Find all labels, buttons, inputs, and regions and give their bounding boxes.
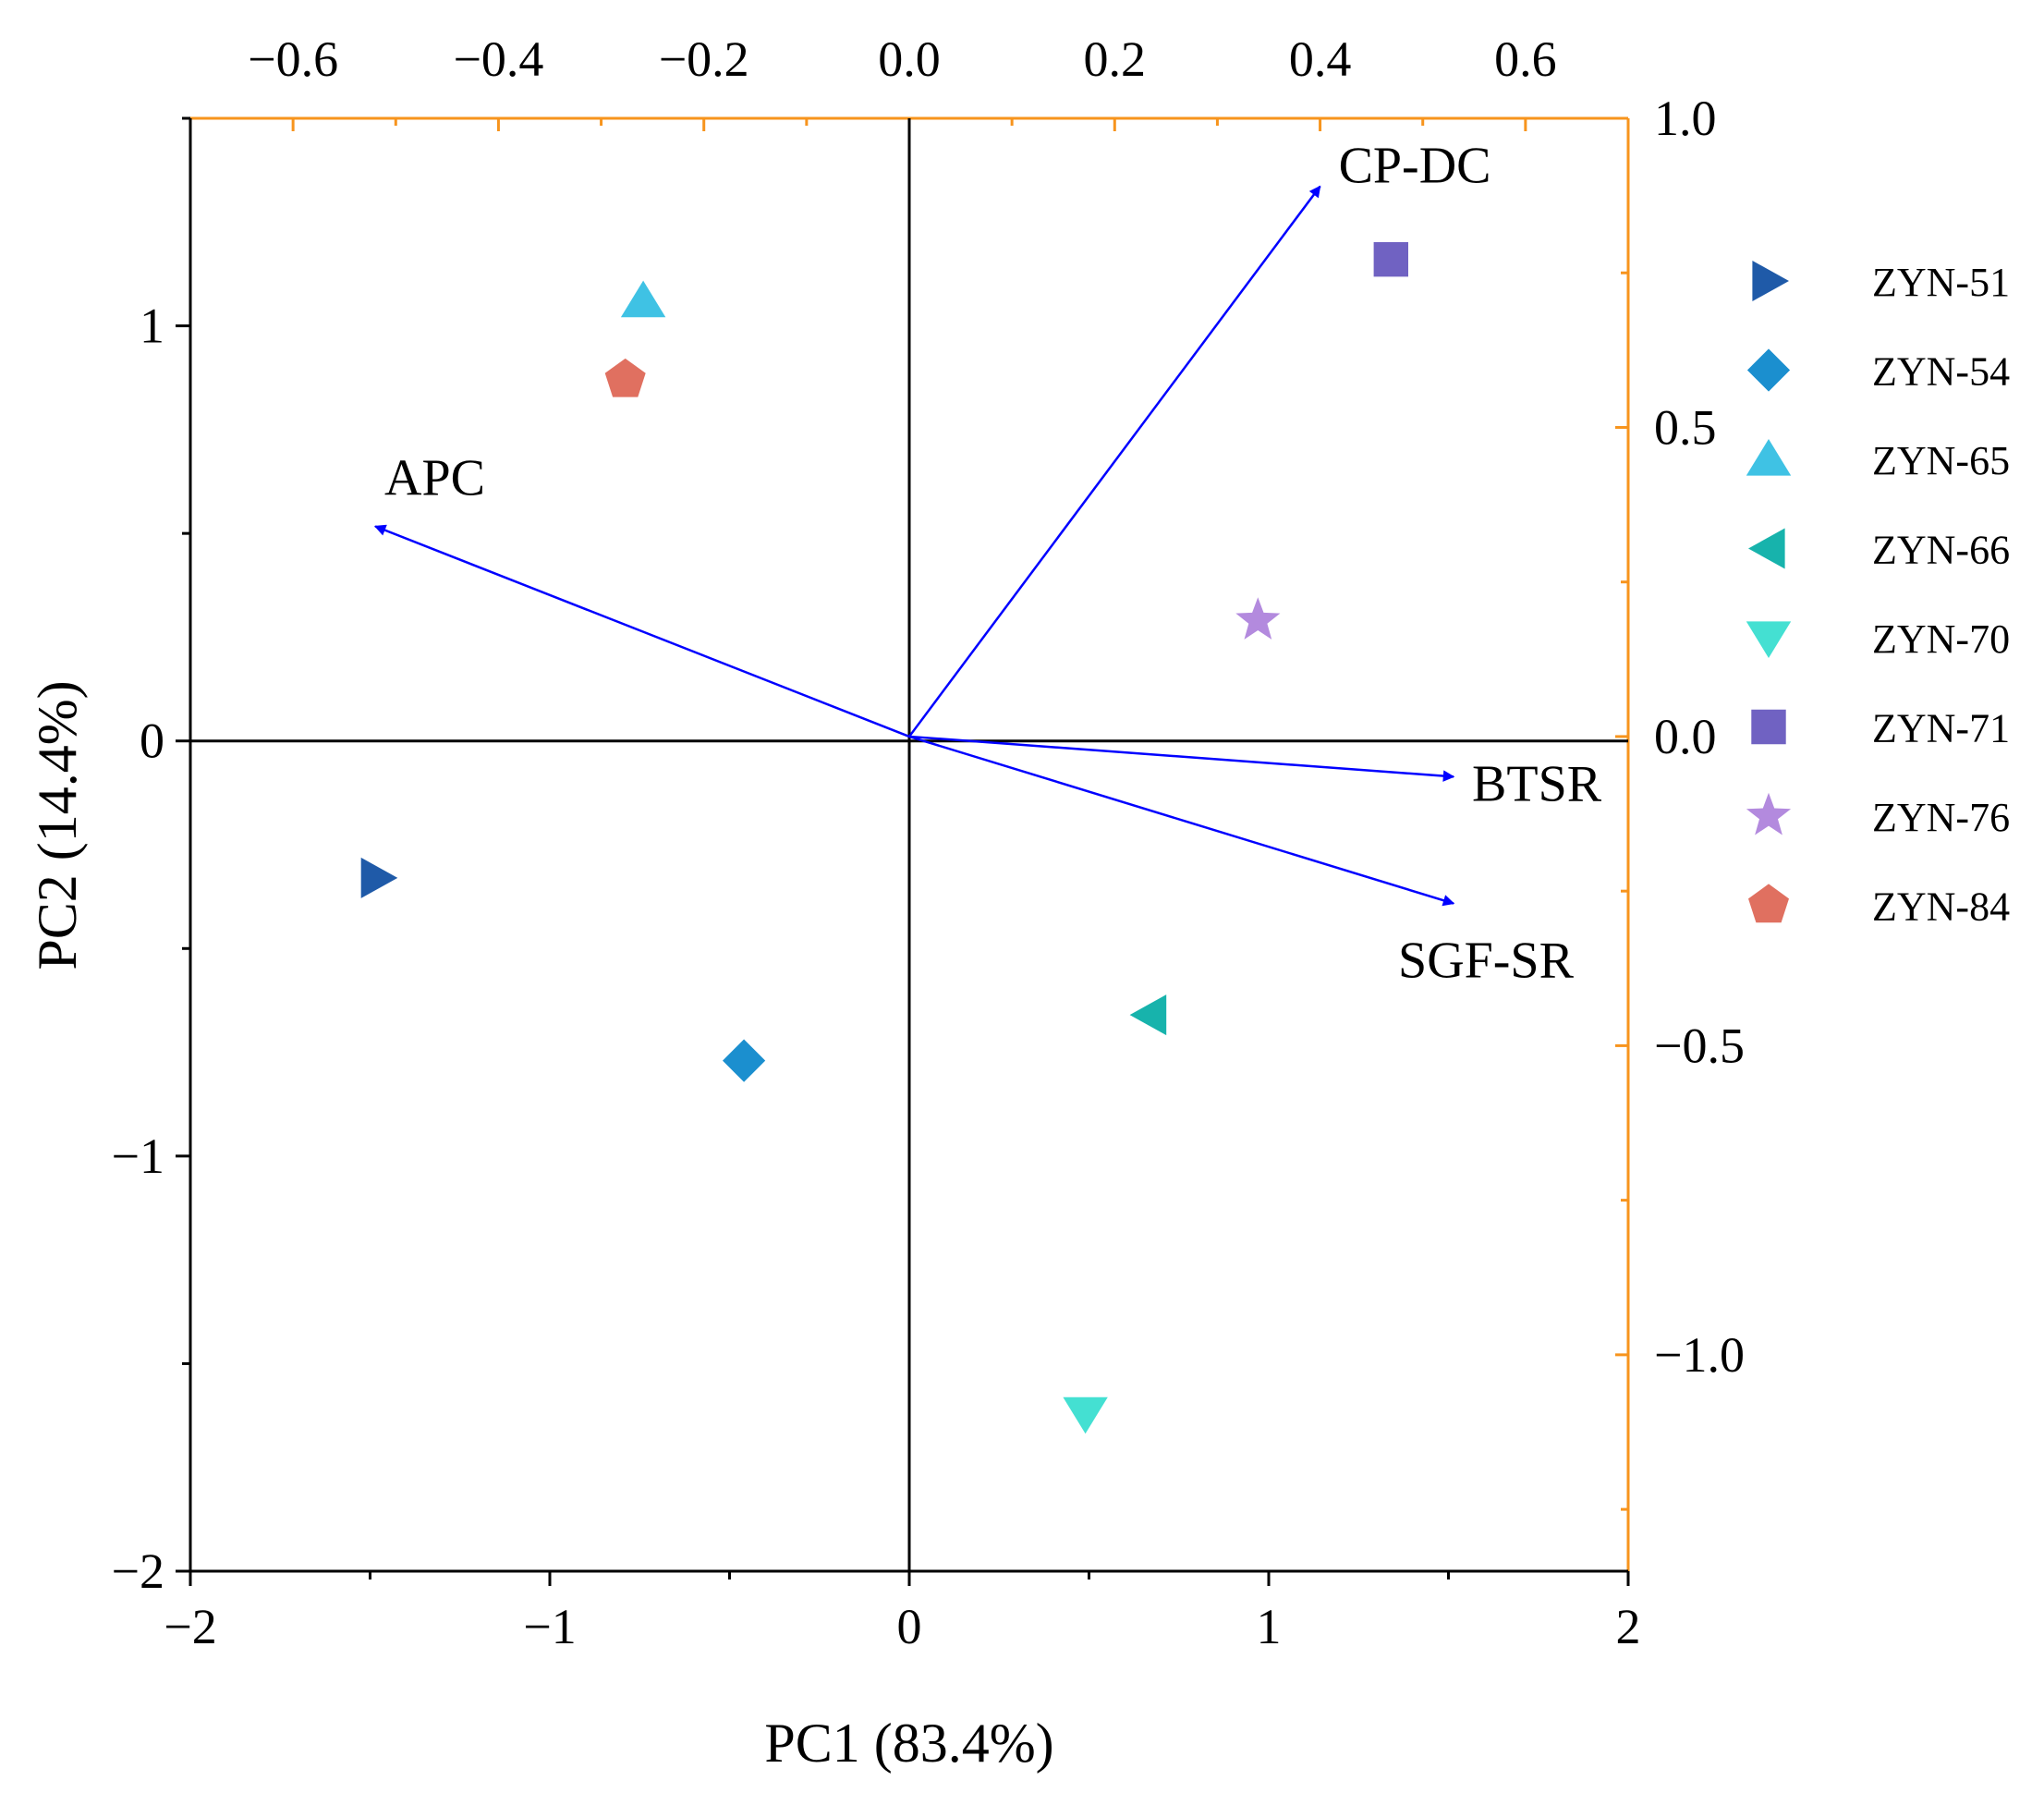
y-axis-title: PC2 (14.4%): [27, 680, 88, 970]
top-tick-label: −0.2: [659, 31, 749, 87]
point-zyn-54: [723, 1039, 766, 1082]
right-tick-label: 0.0: [1654, 709, 1717, 764]
legend-label-zyn-51: ZYN-51: [1872, 260, 2010, 305]
top-tick-label: 0.2: [1084, 31, 1147, 87]
legend-marker-zyn-65: [1746, 439, 1792, 476]
x-axis-title: PC1 (83.4%): [764, 1713, 1053, 1774]
legend-marker-zyn-84: [1748, 884, 1789, 923]
legend-label-zyn-71: ZYN-71: [1872, 706, 2010, 751]
top-tick-label: −0.6: [248, 31, 338, 87]
right-tick-label: −1.0: [1654, 1327, 1745, 1383]
point-zyn-71: [1373, 242, 1408, 277]
legend-marker-zyn-54: [1746, 348, 1791, 392]
right-tick-label: −0.5: [1654, 1018, 1745, 1073]
x-tick-label: −1: [523, 1599, 576, 1654]
legend-marker-zyn-71: [1751, 709, 1786, 745]
loading-arrow-apc: [373, 524, 910, 738]
right-tick-label: 1.0: [1654, 91, 1717, 146]
legend: ZYN-51 ZYN-54 ZYN-65 ZYN-66 ZYN-70 ZYN-71 ZYN-…: [1746, 260, 2010, 930]
legend-marker-zyn-76: [1746, 792, 1792, 835]
axis-titles: PC1 (83.4%) PC2 (14.4%): [27, 680, 1054, 1774]
score-points: [360, 242, 1408, 1434]
legend-marker-zyn-51: [1752, 261, 1789, 301]
loading-label-sgf-sr: SGF-SR: [1398, 933, 1575, 990]
legend-label-zyn-76: ZYN-76: [1872, 795, 2010, 840]
legend-label-zyn-65: ZYN-65: [1872, 438, 2010, 483]
loading-label-apc: APC: [384, 449, 485, 506]
legend-marker-zyn-66: [1748, 528, 1785, 569]
legend-label-zyn-66: ZYN-66: [1872, 528, 2010, 573]
y-tick-label: 0: [140, 713, 164, 769]
top-tick-label: 0.0: [878, 31, 941, 87]
x-tick-label: −2: [164, 1599, 216, 1654]
loading-arrow-sgf-sr: [908, 735, 1455, 907]
point-zyn-76: [1235, 597, 1281, 640]
legend-marker-zyn-70: [1746, 621, 1792, 658]
y-tick-label: −2: [112, 1543, 164, 1599]
x-tick-label: 2: [1616, 1599, 1641, 1654]
legend-label-zyn-70: ZYN-70: [1872, 616, 2010, 662]
point-zyn-70: [1063, 1396, 1108, 1434]
loading-arrow-btsr: [908, 735, 1455, 782]
legend-label-zyn-54: ZYN-54: [1872, 349, 2010, 395]
top-tick-label: 0.4: [1289, 31, 1352, 87]
y-tick-label: 1: [140, 299, 164, 354]
loading-label-btsr: BTSR: [1472, 755, 1602, 812]
loading-label-cp-dc: CP-DC: [1339, 138, 1491, 195]
x-tick-label: 1: [1257, 1599, 1282, 1654]
x-tick-label: 0: [897, 1599, 922, 1654]
primary-axes: −2 −1 0 1 2 −2 −1 0 1: [112, 116, 1641, 1654]
point-zyn-84: [604, 358, 646, 397]
y-tick-label: −1: [112, 1128, 164, 1184]
loading-arrows: CP-DC APC BTSR SGF-SR: [373, 138, 1602, 990]
point-zyn-66: [1129, 994, 1167, 1036]
secondary-axes: −0.6 −0.4 −0.2 0.0 0.2 0.4 0.6 −1.0 −0.5 0.0 0.5 1.…: [189, 31, 1745, 1571]
top-tick-label: −0.4: [453, 31, 543, 87]
legend-label-zyn-84: ZYN-84: [1872, 884, 2010, 930]
top-tick-label: 0.6: [1494, 31, 1557, 87]
point-zyn-65: [620, 280, 666, 318]
right-tick-label: 0.5: [1654, 399, 1717, 455]
loading-arrow-cp-dc: [907, 185, 1321, 738]
point-zyn-51: [360, 857, 398, 898]
